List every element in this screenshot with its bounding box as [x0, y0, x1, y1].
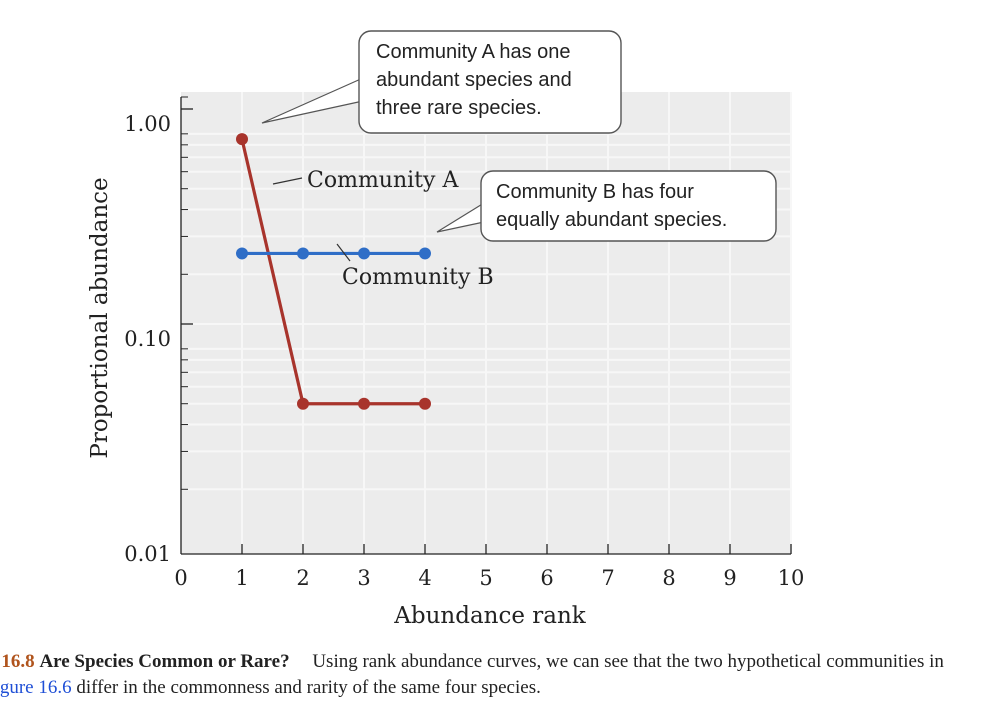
community-b-point — [358, 247, 370, 260]
x-tick-label: 6 — [540, 566, 553, 590]
callout-a-pointer — [261, 77, 364, 124]
y-tick-label: 1.00 — [124, 112, 171, 136]
community-b-point — [297, 247, 309, 260]
rank-abundance-chart: 0 1 2 3 4 5 6 7 8 9 10 1.00 0.10 0.01 Abundance rank… — [87, 30, 804, 629]
callout-b-pointer — [436, 202, 485, 233]
community-b-series-label: Community B — [342, 265, 494, 290]
callout-b-line-2: equally abundant species. — [496, 209, 727, 231]
community-b-label-leader — [336, 243, 351, 262]
x-tick-label: 3 — [357, 566, 370, 590]
community-a-label-leader — [272, 177, 303, 185]
grid-background — [181, 92, 792, 554]
caption-text-end: differ in the commonness and rarity of t… — [71, 677, 541, 698]
series-lines — [236, 133, 431, 410]
callout-community-b: Community B has four equally abundant sp… — [436, 170, 777, 242]
figure-label: E 16.8 — [0, 651, 35, 672]
community-b-point — [236, 247, 248, 260]
callout-a-line-2: abundant species and — [376, 69, 572, 91]
community-a-line — [240, 138, 425, 406]
callout-b-box — [480, 170, 777, 242]
x-tick-labels: 0 1 2 3 4 5 6 7 8 9 10 — [174, 566, 804, 590]
x-tick-label: 4 — [418, 566, 431, 590]
y-tick-labels: 1.00 0.10 0.01 — [124, 112, 171, 566]
x-tick-label: 1 — [235, 566, 248, 590]
x-tick-label: 8 — [662, 566, 675, 590]
callout-b-line-1: Community B has four — [496, 181, 694, 203]
x-tick-label: 5 — [479, 566, 492, 590]
x-tick-label: 10 — [778, 566, 805, 590]
community-a-point — [236, 133, 248, 146]
callout-a-box — [358, 30, 622, 134]
figure-reference-link[interactable]: Figure 16.6 — [0, 677, 72, 698]
y-tick-label: 0.01 — [124, 542, 171, 566]
community-a-series-label: Community A — [307, 168, 459, 193]
x-axis-label: Abundance rank — [393, 603, 587, 629]
svg-text:Community B has four equ: Community B has four equally abundant sp… — [496, 181, 727, 231]
figure-caption: E 16.8 Are Species Common or Rare? Using… — [0, 649, 994, 701]
x-tick-label: 2 — [296, 566, 309, 590]
axes — [180, 96, 792, 555]
callout-community-a: Community A has one abundant species and… — [261, 30, 622, 134]
x-tick-label: 9 — [723, 566, 736, 590]
caption-text-start: Using rank abundance curves, we can see … — [312, 651, 944, 672]
x-tick-label: 7 — [601, 566, 614, 590]
community-a-point — [297, 397, 309, 410]
community-a-point — [419, 397, 431, 410]
community-b-point — [419, 247, 431, 260]
community-a-point — [358, 397, 370, 410]
y-tick-label: 0.10 — [124, 327, 171, 351]
figure-title: Are Species Common or Rare? — [39, 651, 290, 672]
callout-a-line-1: Community A has one — [376, 41, 571, 63]
callout-a-line-3: three rare species. — [376, 97, 542, 119]
svg-text:Community A has one abun: Community A has one abundant species and… — [376, 41, 577, 119]
y-axis-label: Proportional abundance — [87, 177, 113, 458]
x-tick-label: 0 — [174, 566, 187, 590]
